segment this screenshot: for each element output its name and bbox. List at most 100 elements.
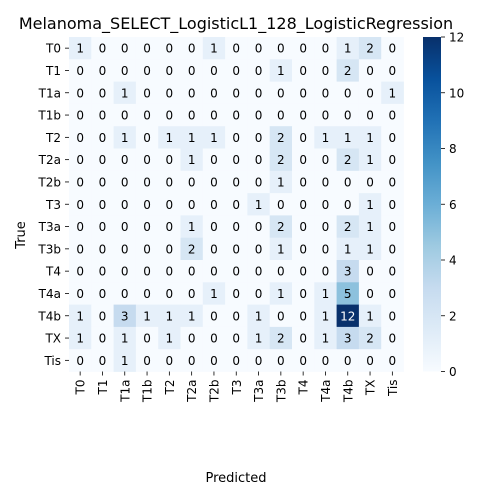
heatmap-cell [358, 126, 382, 149]
cell-value-label: 0 [166, 42, 174, 56]
heatmap-cell [358, 148, 382, 172]
x-tick-label: T0 [74, 380, 88, 396]
heatmap-cell [180, 193, 204, 216]
heatmap-cell [69, 260, 92, 283]
colorbar-tick-label: 2 [449, 309, 457, 323]
cell-value-label: 0 [76, 198, 84, 212]
cell-value-label: 0 [121, 287, 129, 301]
heatmap-cell [135, 148, 159, 172]
cell-value-label: 1 [188, 309, 196, 323]
heatmap-cell [292, 126, 315, 149]
heatmap-cell [180, 326, 204, 350]
heatmap-cell [158, 126, 181, 149]
heatmap-cell [69, 193, 92, 216]
heatmap-cell [202, 215, 226, 239]
colorbar-tick-label: 0 [449, 365, 457, 379]
y-tick-label: T4 [45, 265, 61, 279]
heatmap-cell [292, 170, 315, 194]
cell-value-label: 0 [255, 109, 263, 123]
heatmap-cell [381, 215, 404, 239]
heatmap-cell [113, 282, 137, 305]
cell-value-label: 0 [344, 198, 352, 212]
heatmap-cell [225, 349, 248, 372]
cell-value-label: 0 [210, 198, 218, 212]
cell-value-label: 0 [299, 42, 307, 56]
heatmap-cell [91, 215, 114, 239]
heatmap-cell [135, 193, 159, 216]
cell-value-label: 1 [76, 332, 84, 346]
cell-value-label: 0 [232, 309, 240, 323]
cell-value-label: 1 [344, 242, 352, 256]
heatmap-cell [269, 237, 293, 261]
heatmap-cell [135, 215, 159, 239]
cell-value-label: 0 [232, 64, 240, 78]
cell-value-label: 0 [76, 265, 84, 279]
heatmap-cell [225, 326, 248, 350]
heatmap-cell [358, 103, 382, 127]
cell-value-label: 0 [232, 354, 240, 368]
heatmap-cell [269, 59, 293, 82]
cell-value-label: 0 [99, 265, 107, 279]
y-tick-label: T2a [38, 153, 61, 167]
cell-value-label: 0 [389, 242, 397, 256]
heatmap-cell [225, 148, 248, 172]
heatmap-cell [180, 282, 204, 305]
heatmap-cell [247, 326, 271, 350]
cell-value-label: 0 [277, 86, 285, 100]
cell-value-label: 3 [344, 265, 352, 279]
cell-value-label: 1 [166, 332, 174, 346]
cell-value-label: 0 [76, 287, 84, 301]
cell-value-label: 0 [188, 64, 196, 78]
cell-value-label: 0 [166, 198, 174, 212]
cell-value-label: 0 [255, 265, 263, 279]
heatmap-cell [91, 103, 114, 127]
heatmap-cell [135, 237, 159, 261]
heatmap-cell [202, 193, 226, 216]
cell-value-label: 0 [210, 265, 218, 279]
heatmap-cell [292, 349, 315, 372]
heatmap-cell [135, 326, 159, 350]
heatmap-cell [381, 170, 404, 194]
heatmap-cells: 1 0 0 0 0 0 1 0 0 0 0 0 1 2 00 0 0 0 0 0 0 0 0 1 0 0 2 0 00 0 1 0 0 0 0 0 0 0… [69, 37, 404, 372]
heatmap-cell [247, 260, 271, 283]
heatmap-cell [292, 282, 315, 305]
heatmap-cell [225, 81, 248, 105]
heatmap-cell [135, 81, 159, 105]
cell-value-label: 0 [143, 64, 151, 78]
cell-value-label: 0 [366, 287, 374, 301]
cell-value-label: 0 [389, 332, 397, 346]
heatmap-cell [180, 349, 204, 372]
cell-value-label: 0 [255, 86, 263, 100]
heatmap-cell [358, 304, 382, 328]
cell-value-label: 0 [277, 354, 285, 368]
cell-value-label: 0 [322, 109, 330, 123]
cell-value-label: 0 [255, 153, 263, 167]
heatmap-cell [91, 59, 114, 82]
cell-value-label: 0 [389, 109, 397, 123]
heatmap-cell [202, 81, 226, 105]
cell-value-label: 0 [344, 109, 352, 123]
y-tick-label: T4b [37, 309, 61, 323]
heatmap-cell [180, 81, 204, 105]
cell-value-label: 0 [99, 42, 107, 56]
heatmap-cell [180, 126, 204, 149]
heatmap-cell [113, 215, 137, 239]
cell-value-label: 1 [277, 287, 285, 301]
colorbar-tick-label: 10 [449, 86, 464, 100]
cell-value-label: 0 [232, 42, 240, 56]
heatmap-cell [381, 349, 404, 372]
cell-value-label: 0 [299, 131, 307, 145]
heatmap-cell [180, 170, 204, 194]
x-tick-label: T2 [163, 380, 177, 396]
heatmap-cell [69, 170, 92, 194]
heatmap-cell [91, 349, 114, 372]
heatmap-cell [358, 215, 382, 239]
heatmap-cell [247, 81, 271, 105]
heatmap-cell [292, 193, 315, 216]
cell-value-label: 0 [99, 354, 107, 368]
heatmap-cell [314, 237, 337, 261]
x-tick-label: T4a [319, 380, 333, 403]
cell-value-label: 0 [76, 131, 84, 145]
cell-value-label: 0 [232, 86, 240, 100]
cell-value-label: 0 [76, 86, 84, 100]
